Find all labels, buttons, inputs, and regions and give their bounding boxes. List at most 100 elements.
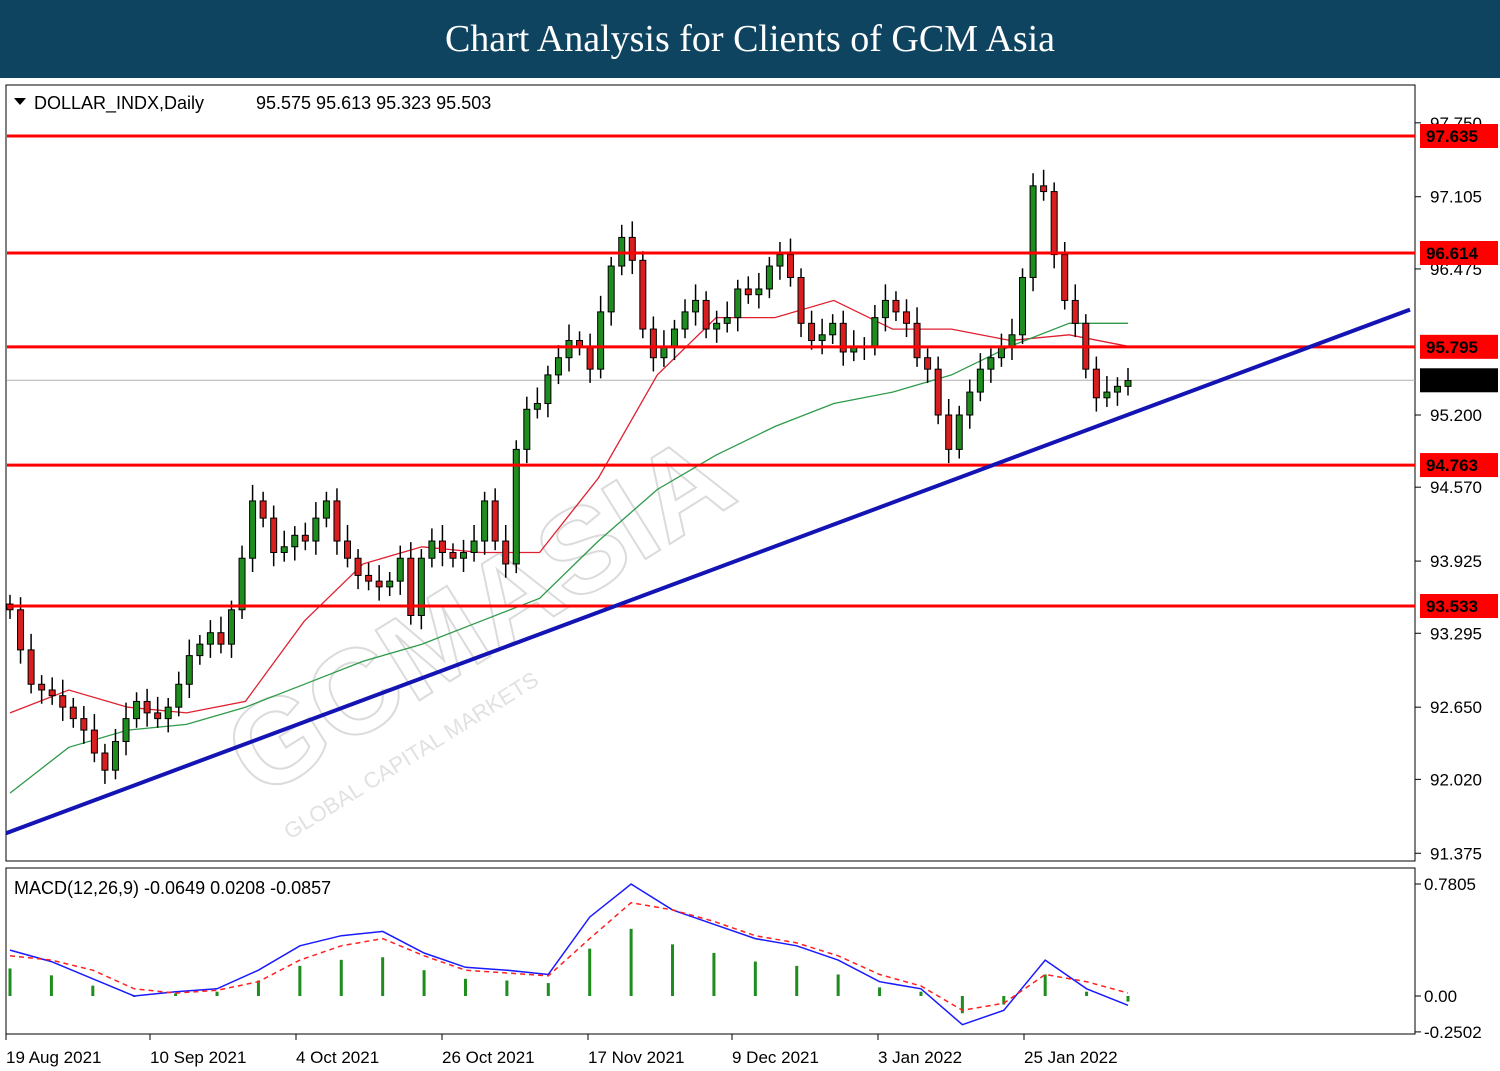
candlesticks [6,169,1132,784]
dropdown-triangle-icon[interactable] [14,98,26,105]
candle-body-29 [312,517,320,542]
candle-body-47 [502,540,510,565]
candle-body-71 [755,288,763,296]
candle-body-17 [185,655,193,685]
candle-body-16 [175,683,183,708]
macd-tick-label-0: 0.7805 [1424,875,1476,894]
price-panel [5,84,1416,862]
candle-body-104 [1103,391,1111,399]
candle-body-89 [945,414,953,450]
macd-panel [5,867,1416,1035]
candle-body-77 [818,334,826,342]
candle-body-98 [1040,185,1048,193]
candle-body-66 [702,299,710,330]
candle-body-15 [164,706,172,720]
candle-body-36 [386,580,394,588]
candle-body-57 [607,265,615,313]
candle-body-12 [133,700,141,720]
price-axis: 97.75097.10596.47595.20094.57093.92593.2… [1415,114,1498,863]
macd-hist-bar-1 [49,975,53,996]
trendline [5,307,1411,836]
price-tick-label-6: 93.295 [1430,624,1482,643]
candle-body-13 [143,700,151,714]
candle-body-30 [322,500,330,519]
current-price-tag [1420,368,1498,393]
candle-body-39 [417,557,425,617]
macd-hist-bar-10 [422,970,426,996]
macd-main-line [9,883,1129,1026]
ma-red-line [9,299,1129,714]
macd-hist-bar-19 [795,965,799,996]
price-tick-label-4: 94.570 [1430,478,1482,497]
time-tick-label-4: 17 Nov 2021 [588,1048,684,1067]
macd-hist-bar-23 [960,996,964,1014]
time-tick-label-1: 10 Sep 2021 [150,1048,246,1067]
candle-body-34 [365,574,373,582]
macd-hist-bar-2 [91,985,95,996]
candle-body-86 [913,322,921,359]
chart-canvas: GCMASIA GLOBAL CAPITAL MARKETS 97.75097.… [5,84,1498,1067]
time-tick-label-6: 3 Jan 2022 [878,1048,962,1067]
candle-body-28 [301,534,309,542]
candle-body-56 [597,311,605,370]
candle-body-96 [1019,277,1027,336]
candle-body-68 [723,317,731,324]
header-bar: Chart Analysis for Clients of GCM Asia [0,0,1500,78]
candle-body-31 [333,500,341,542]
candle-body-93 [987,357,995,370]
candle-body-79 [839,322,847,353]
macd-hist-bar-4 [174,993,178,996]
level-label-1: 96.614 [1426,244,1479,263]
candle-body-49 [523,408,531,450]
level-tag-4 [1420,594,1498,618]
candle-body-67 [713,322,721,330]
time-tick-label-0: 19 Aug 2021 [6,1048,101,1067]
macd-hist-bar-27 [1126,996,1130,1002]
candle-body-85 [903,311,911,324]
candle-body-8 [90,729,98,754]
level-tag-0 [1420,124,1498,148]
candle-body-55 [586,345,594,370]
candle-body-69 [734,288,742,319]
moving-averages [9,299,1129,794]
level-label-3: 94.763 [1426,456,1478,475]
time-tick-label-5: 9 Dec 2021 [732,1048,819,1067]
candle-body-103 [1092,368,1100,399]
symbol-label: DOLLAR_INDX,Daily [34,93,204,114]
candle-body-22 [238,557,246,611]
macd-hist-bar-0 [8,968,12,996]
level-label-0: 97.635 [1426,127,1478,146]
candle-body-97 [1029,185,1037,279]
candle-body-35 [375,580,383,588]
candle-body-38 [407,557,415,617]
page-title: Chart Analysis for Clients of GCM Asia [444,18,1056,60]
candle-body-78 [829,322,837,336]
candle-body-11 [122,718,130,743]
candle-body-53 [565,340,573,359]
candle-body-59 [628,236,636,261]
candle-body-21 [227,609,235,645]
candle-body-25 [270,517,278,553]
candle-body-90 [955,414,963,450]
macd-hist-bar-12 [505,980,509,996]
macd-hist-bar-16 [671,944,675,996]
current-price-label: 95.503 [1428,371,1480,390]
price-tick-label-7: 92.650 [1430,698,1482,717]
trendline-group [5,307,1411,836]
candle-body-105 [1113,385,1121,393]
candle-body-70 [744,288,752,296]
candle-body-76 [808,322,816,342]
support-resistance-lines [7,134,1415,608]
candle-body-83 [881,299,889,319]
macd-hist-bar-24 [1002,996,1006,1005]
candle-body-50 [533,403,541,410]
candle-body-4 [48,689,56,697]
price-tick-label-8: 92.020 [1430,770,1482,789]
candle-body-64 [681,311,689,330]
candle-body-46 [491,500,499,542]
macd-hist-bar-21 [878,987,882,996]
candle-body-82 [871,317,879,347]
candle-body-23 [249,500,257,559]
macd-tick-label-1: 0.00 [1424,987,1457,1006]
time-tick-label-3: 26 Oct 2021 [442,1048,535,1067]
